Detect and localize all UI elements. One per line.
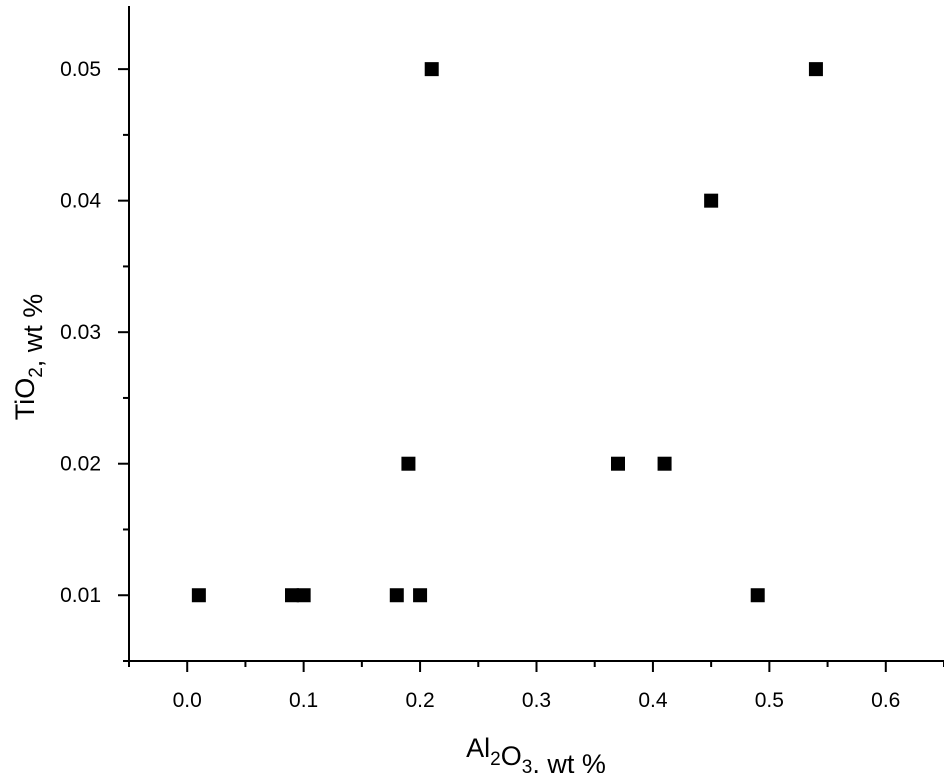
x-tick-label: 0.0 — [173, 689, 202, 712]
x-tick-label: 0.1 — [289, 689, 318, 712]
data-point — [413, 588, 428, 603]
y-tick-label: 0.03 — [60, 321, 101, 344]
x-tick-label: 0.4 — [638, 689, 668, 712]
x-tick-label: 0.6 — [871, 689, 900, 712]
data-point — [401, 456, 416, 471]
axes — [128, 6, 944, 662]
y-axis-title: TiO2, wt % — [10, 294, 48, 421]
y-tick-label: 0.04 — [60, 190, 101, 213]
data-point — [750, 588, 765, 603]
data-point — [296, 588, 311, 603]
x-tick-label: 0.5 — [755, 689, 784, 712]
data-point — [191, 588, 206, 603]
data-point — [657, 456, 672, 471]
x-axis-ticks: 0.0 0.1 0.2 0.3 0.4 0.5 0.6 — [128, 661, 944, 712]
data-point — [611, 456, 625, 471]
data-point — [389, 588, 404, 603]
data-points — [191, 62, 823, 603]
data-point — [704, 193, 719, 208]
y-tick-label: 0.02 — [60, 453, 101, 476]
y-axis-ticks: 0.01 0.02 0.03 0.04 0.05 — [60, 58, 129, 662]
x-axis-title: Al2O3, wt % — [466, 733, 606, 773]
y-tick-label: 0.05 — [60, 58, 101, 81]
y-tick-label: 0.01 — [60, 584, 101, 607]
x-tick-label: 0.3 — [522, 689, 551, 712]
x-tick-label: 0.2 — [405, 689, 434, 712]
data-point — [285, 588, 299, 603]
data-point — [808, 62, 823, 77]
data-point — [424, 62, 439, 77]
